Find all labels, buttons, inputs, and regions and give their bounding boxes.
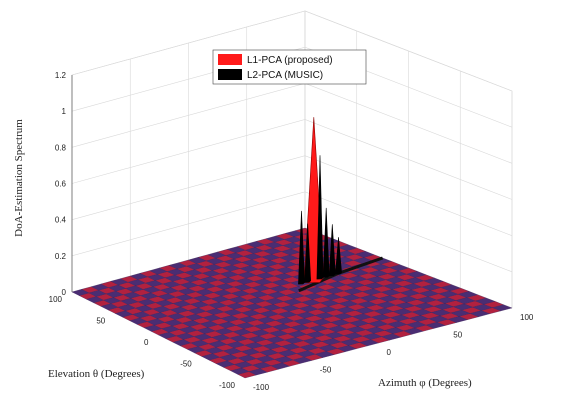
legend-swatch-l2 — [218, 69, 242, 80]
z-tick-label: 1.2 — [55, 71, 67, 80]
z-tick-label: 0.8 — [55, 143, 67, 152]
legend-label-l2: L2-PCA (MUSIC) — [247, 70, 323, 81]
y-tick-label: 50 — [96, 317, 105, 326]
music-peak — [335, 237, 342, 275]
tick-labels: 0 0.2 0.4 0.6 0.8 1 1.2 -100 -50 0 50 100 -100 -50 0 50… — [49, 71, 534, 392]
x-tick-label: -50 — [320, 366, 332, 375]
legend-swatch-l1 — [218, 54, 242, 65]
z-tick-label: 0.2 — [55, 252, 67, 261]
spectrum-peaks — [298, 117, 342, 285]
y-axis-label: Elevation θ (Degrees) — [48, 368, 145, 380]
z-tick-label: 1 — [62, 107, 67, 116]
y-tick-label: 0 — [144, 338, 149, 347]
spectrum-floor — [71, 227, 513, 379]
legend-label-l1: L1-PCA (proposed) — [247, 55, 333, 66]
z-tick-label: 0.6 — [55, 180, 67, 189]
x-tick-label: 100 — [520, 313, 534, 322]
z-tick-label: 0.4 — [55, 216, 67, 225]
y-tick-label: 100 — [49, 295, 63, 304]
x-axis-label: Azimuth φ (Degrees) — [378, 377, 472, 389]
x-tick-label: 0 — [387, 348, 392, 357]
z-tick-label: 0 — [62, 288, 67, 297]
y-tick-label: -100 — [219, 381, 236, 390]
x-tick-label: 50 — [453, 331, 462, 340]
legend: L1-PCA (proposed) L2-PCA (MUSIC) — [212, 49, 367, 85]
y-tick-label: -50 — [180, 360, 192, 369]
music-peak — [304, 223, 312, 283]
z-axis-label: DoA-Estimation Spectrum — [13, 119, 25, 237]
x-tick-label: -100 — [253, 383, 270, 392]
